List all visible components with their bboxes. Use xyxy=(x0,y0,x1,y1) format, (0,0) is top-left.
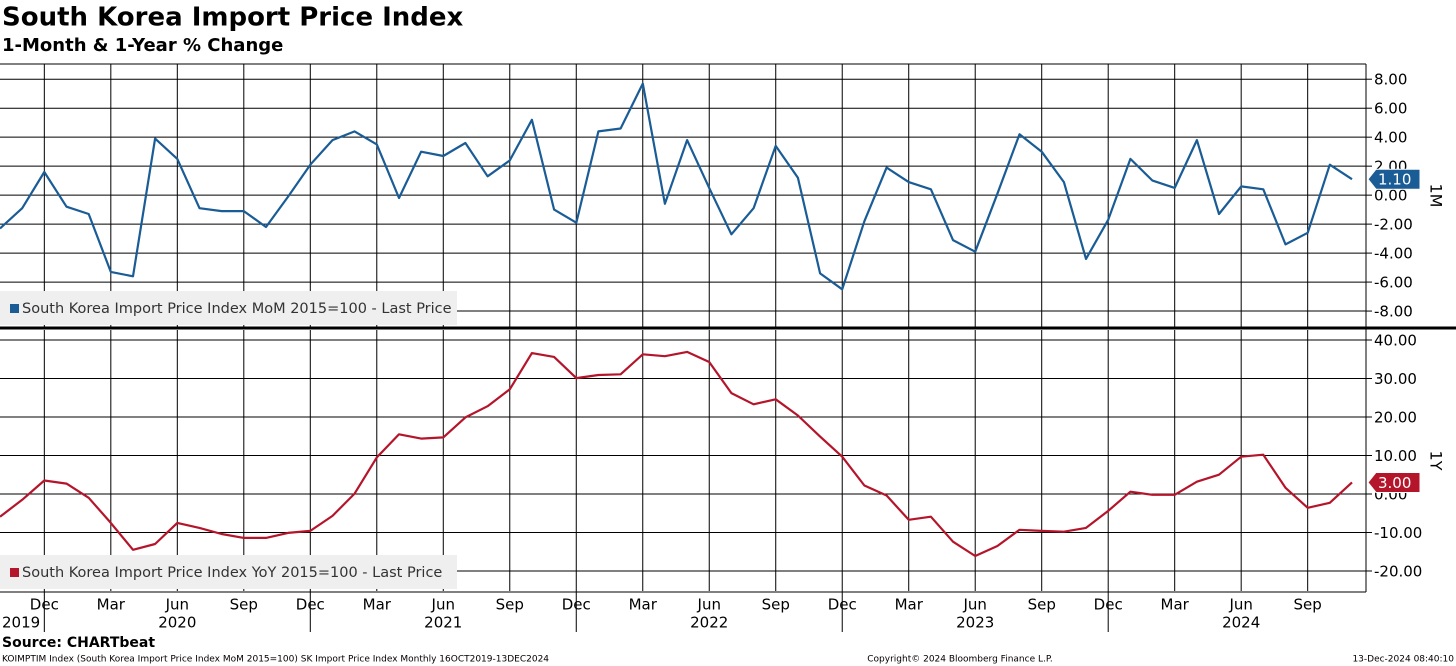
x-year-label: 2020 xyxy=(158,614,196,632)
x-tick-label: Jun xyxy=(165,596,189,614)
x-tick-label: Mar xyxy=(895,596,924,614)
y-tick-label: 30.00 xyxy=(1374,370,1417,388)
last-value-label: 3.00 xyxy=(1378,474,1411,492)
y-tick-label: -4.00 xyxy=(1374,245,1413,263)
x-year-label: 2019 xyxy=(2,614,40,632)
x-tick-label: Jun xyxy=(697,596,721,614)
y-tick-label: -20.00 xyxy=(1374,562,1422,580)
x-tick-label: Dec xyxy=(296,596,325,614)
footer-copyright: Copyright© 2024 Bloomberg Finance L.P. xyxy=(867,655,1052,665)
x-year-label: 2021 xyxy=(424,614,462,632)
x-tick-label: Mar xyxy=(629,596,658,614)
x-tick-label: Mar xyxy=(97,596,126,614)
data-line xyxy=(0,82,1353,291)
x-tick-label: Sep xyxy=(496,596,524,614)
x-tick-label: Jun xyxy=(431,596,455,614)
legend-label: South Korea Import Price Index YoY 2015=… xyxy=(22,565,442,581)
legend-swatch xyxy=(10,304,19,313)
data-line xyxy=(0,350,1353,558)
y-tick-label: 6.00 xyxy=(1374,100,1407,118)
y-tick-label: 40.00 xyxy=(1374,332,1417,350)
legend-background xyxy=(0,555,457,589)
x-year-label: 2022 xyxy=(690,614,728,632)
x-tick-label: Jun xyxy=(1228,596,1252,614)
x-tick-label: Jun xyxy=(962,596,986,614)
footer-timestamp: 13-Dec-2024 08:40:10 xyxy=(1352,655,1454,665)
last-value-badge xyxy=(1367,168,1421,190)
plot-layer: 8.006.004.002.000.00-2.00-4.00-6.00-8.00… xyxy=(0,64,1446,632)
chart-subtitle: 1-Month & 1-Year % Change xyxy=(2,35,283,56)
y-tick-label: -10.00 xyxy=(1374,524,1422,542)
legend-swatch xyxy=(10,568,19,577)
x-tick-label: Mar xyxy=(1161,596,1190,614)
x-tick-label: Sep xyxy=(1294,596,1322,614)
y-axis-label: 1M xyxy=(1427,184,1446,208)
y-tick-label: 20.00 xyxy=(1374,409,1417,427)
y-tick-label: 10.00 xyxy=(1374,447,1417,465)
legend-label: South Korea Import Price Index MoM 2015=… xyxy=(22,301,452,317)
x-tick-label: Sep xyxy=(1028,596,1056,614)
x-tick-label: Sep xyxy=(762,596,790,614)
chart-title: South Korea Import Price Index xyxy=(2,3,464,33)
last-value-badge xyxy=(1367,471,1421,493)
x-tick-label: Mar xyxy=(363,596,392,614)
y-tick-label: 8.00 xyxy=(1374,71,1407,89)
y-tick-label: -6.00 xyxy=(1374,274,1413,292)
footer-description: KOIMPTIM Index (South Korea Import Price… xyxy=(2,655,549,665)
y-tick-label: -2.00 xyxy=(1374,216,1413,234)
x-tick-label: Dec xyxy=(828,596,857,614)
y-axis-label: 1Y xyxy=(1427,451,1446,471)
x-tick-label: Dec xyxy=(562,596,591,614)
x-tick-label: Sep xyxy=(230,596,258,614)
last-value-label: 1.10 xyxy=(1378,171,1411,189)
legend-background xyxy=(0,291,457,325)
x-year-label: 2023 xyxy=(956,614,994,632)
y-tick-label: 0.00 xyxy=(1374,187,1407,205)
x-year-label: 2024 xyxy=(1222,614,1260,632)
x-tick-label: Dec xyxy=(30,596,59,614)
y-tick-label: -8.00 xyxy=(1374,303,1413,321)
source: Source: CHARTbeat xyxy=(2,635,155,651)
x-tick-label: Dec xyxy=(1094,596,1123,614)
y-tick-label: 4.00 xyxy=(1374,129,1407,147)
